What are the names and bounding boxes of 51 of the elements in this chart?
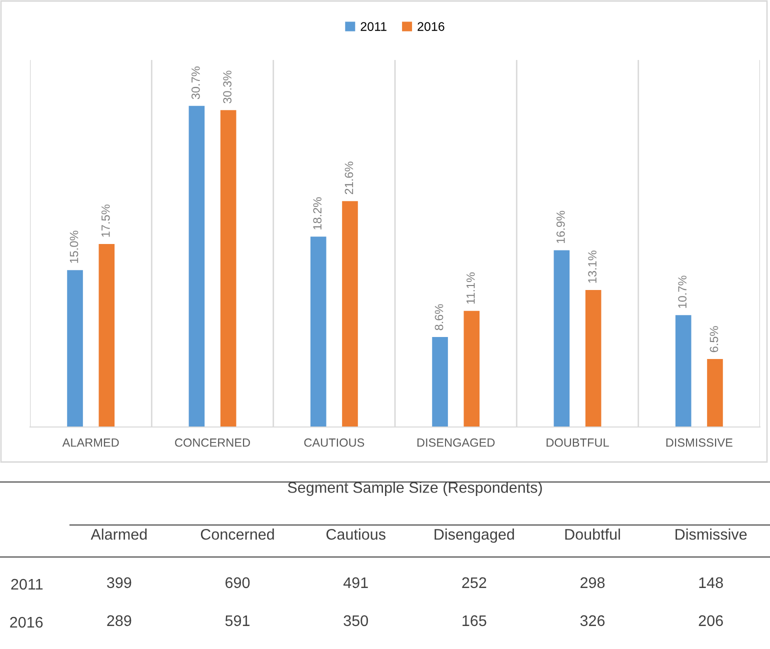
x-tick-label: Concerned — [200, 528, 274, 540]
bar — [432, 337, 448, 427]
data-label: 13.1% — [588, 250, 596, 283]
x-tick-label: CONCERNED — [175, 438, 250, 447]
legend-label: 2016 — [418, 22, 444, 31]
x-tick-label: Alarmed — [90, 528, 147, 540]
data-label: 206 — [698, 615, 723, 626]
data-label: 148 — [699, 577, 723, 588]
x-tick-label: DISMISSIVE — [666, 438, 732, 447]
data-label: 8.6% — [434, 304, 444, 330]
data-label: 289 — [107, 615, 132, 626]
data-label: 18.2% — [313, 197, 322, 230]
x-tick-label: DISENGAGED — [417, 438, 495, 447]
bar — [585, 290, 602, 427]
bar — [554, 250, 570, 427]
data-label: 326 — [580, 615, 605, 626]
data-label: 165 — [462, 615, 486, 626]
bar — [310, 236, 326, 427]
data-label: 16.9% — [556, 210, 565, 243]
bar — [98, 244, 115, 427]
data-label: 252 — [462, 577, 486, 588]
bar — [464, 310, 480, 427]
data-label: 15.0% — [70, 230, 78, 263]
x-tick-label: DOUBTFUL — [546, 438, 609, 447]
bar — [675, 315, 692, 427]
bar — [67, 270, 83, 427]
data-label: 350 — [344, 615, 368, 626]
bar — [188, 106, 205, 427]
data-label: 17.5% — [102, 204, 110, 237]
x-tick-label: Cautious — [326, 528, 386, 540]
data-label: 399 — [107, 577, 132, 588]
data-label: 11.1% — [466, 272, 475, 304]
chart-title: Segment Sample Size (Respondents) — [288, 482, 542, 496]
data-label: 591 — [225, 615, 250, 626]
data-label: 491 — [343, 577, 368, 588]
x-tick-label: Dismissive — [676, 528, 747, 540]
data-label: 30.7% — [191, 66, 200, 100]
bar — [342, 201, 358, 427]
bar — [220, 110, 236, 427]
x-tick-label: Doubtful — [565, 528, 620, 540]
x-tick-label: ALARMED — [62, 438, 119, 447]
data-label: 30.3% — [223, 70, 232, 104]
data-label: 21.6% — [344, 162, 354, 194]
data-label: 10.7% — [678, 276, 687, 308]
bar — [707, 359, 723, 427]
x-tick-label: CAUTIOUS — [304, 438, 364, 447]
data-label: 298 — [580, 577, 605, 588]
legend-label: 2011 — [360, 22, 386, 31]
data-label: 6.5% — [710, 326, 718, 352]
x-tick-label: Disengaged — [434, 528, 514, 543]
data-label: 690 — [226, 577, 250, 588]
